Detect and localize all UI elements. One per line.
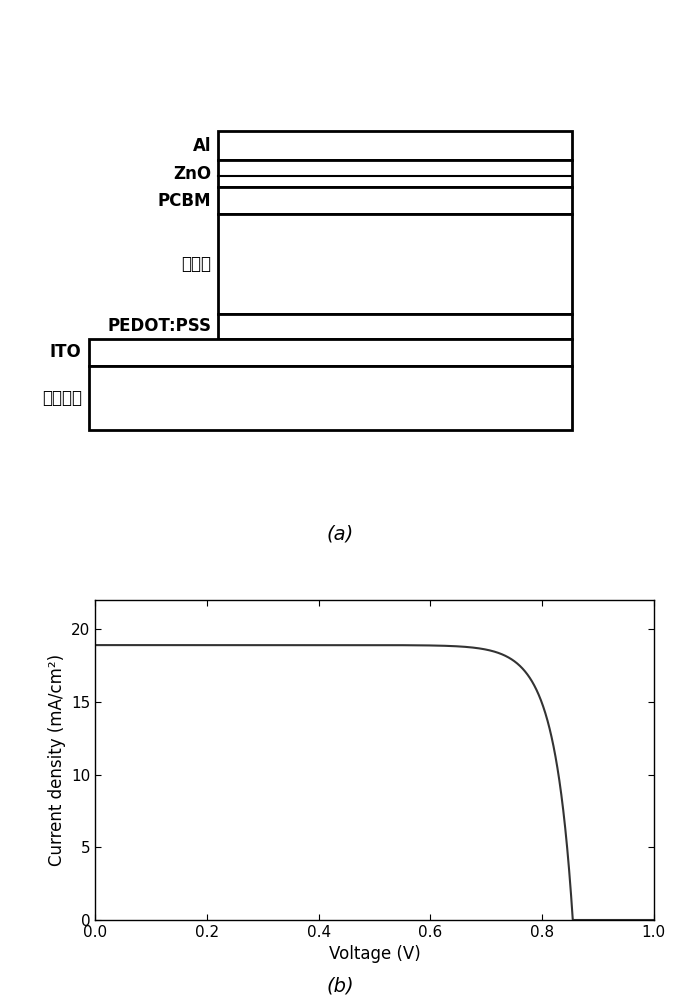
Bar <box>218 214 572 314</box>
X-axis label: Voltage (V): Voltage (V) <box>329 945 420 963</box>
Text: (a): (a) <box>327 525 354 544</box>
Bar <box>89 339 572 366</box>
Bar <box>218 314 572 339</box>
Text: ITO: ITO <box>50 343 82 361</box>
Bar <box>218 131 572 160</box>
Text: ZnO: ZnO <box>173 165 211 183</box>
Bar <box>218 160 572 187</box>
Bar <box>218 187 572 214</box>
Text: (b): (b) <box>327 976 354 995</box>
Y-axis label: Current density (mA/cm²): Current density (mA/cm²) <box>48 654 65 866</box>
Text: 玻璃衬底: 玻璃衬底 <box>42 389 82 407</box>
Text: PEDOT:PSS: PEDOT:PSS <box>107 317 211 335</box>
Bar <box>89 366 572 430</box>
Text: 鑰鈢矿: 鑰鈢矿 <box>181 255 211 273</box>
Text: Al: Al <box>193 137 211 155</box>
Text: PCBM: PCBM <box>157 192 211 210</box>
